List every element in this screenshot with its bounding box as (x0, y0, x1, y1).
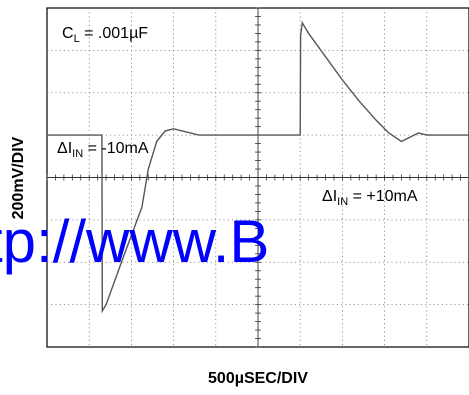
waveform-trace (47, 20, 469, 314)
x-axis-label: 500µSEC/DIV (208, 370, 308, 387)
annotation-load-capacitance: CL = .001µF (62, 25, 148, 45)
annotation-step-up-subscript: IN (337, 196, 348, 208)
annotation-step-down: ΔIIN = -10mA (57, 140, 149, 160)
y-axis-label: 200mV/DIV (10, 136, 27, 219)
annotation-cl-suffix: = .001µF (80, 25, 149, 42)
annotation-step-down-subscript: IN (72, 148, 83, 160)
annotation-cl-subscript: L (74, 33, 80, 45)
annotation-step-down-suffix: = -10mA (83, 140, 149, 157)
watermark-text: tp://www.B (0, 208, 269, 275)
annotation-step-up-suffix: = +10mA (348, 188, 418, 205)
annotation-cl-prefix: C (62, 25, 74, 42)
annotation-step-up-prefix: ΔI (322, 188, 337, 205)
annotation-step-up: ΔIIN = +10mA (322, 188, 418, 208)
graticule (46, 7, 469, 348)
annotation-step-down-prefix: ΔI (57, 140, 72, 157)
